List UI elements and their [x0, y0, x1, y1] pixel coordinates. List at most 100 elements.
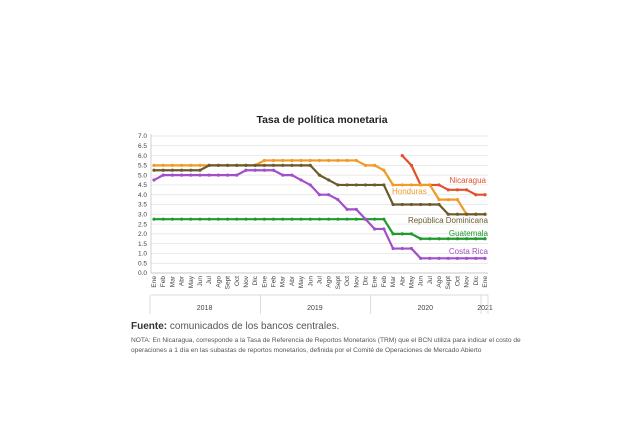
data-point-costa-rica [437, 256, 441, 260]
data-point-costa-rica [308, 183, 312, 187]
series-label-nicaragua: Nicaragua [450, 176, 487, 185]
data-point-costa-rica [382, 227, 386, 231]
data-point-guatemala [290, 217, 294, 221]
data-point-costa-rica [235, 173, 239, 177]
data-point-honduras [354, 158, 358, 163]
data-point-guatemala [474, 237, 478, 241]
series-line-rep-blica-dominicana [154, 164, 485, 216]
data-point-rep-blica-dominicana [465, 212, 469, 216]
x-tick-label: Feb [381, 276, 388, 288]
data-point-costa-rica [179, 173, 184, 177]
data-point-honduras [428, 183, 432, 187]
data-point-rep-blica-dominicana [446, 212, 450, 216]
data-point-costa-rica [363, 217, 368, 221]
x-tick-label: Ene [482, 276, 489, 288]
data-point-honduras [409, 183, 414, 187]
x-tick-label: Jul [206, 275, 213, 284]
data-point-guatemala [253, 217, 257, 221]
data-point-costa-rica [391, 246, 395, 251]
data-point-honduras [382, 168, 386, 172]
data-point-costa-rica [271, 168, 276, 172]
x-tick-label: Ene [372, 276, 379, 288]
data-point-rep-blica-dominicana [253, 163, 257, 167]
data-point-guatemala [400, 232, 404, 236]
data-point-costa-rica [474, 256, 478, 260]
source-label: Fuente: [131, 321, 168, 332]
data-point-guatemala [437, 237, 441, 241]
x-tick-label: Nov [243, 275, 250, 287]
data-point-guatemala [161, 217, 165, 221]
source-text: comunicados de los bancos centrales. [169, 321, 340, 332]
data-point-costa-rica [290, 173, 294, 177]
year-label: 2020 [417, 305, 433, 312]
data-point-rep-blica-dominicana [391, 202, 395, 207]
data-point-guatemala [179, 217, 184, 221]
x-tick-label: Sept [335, 276, 342, 290]
data-point-guatemala [308, 217, 312, 221]
data-point-rep-blica-dominicana [382, 183, 386, 187]
data-point-costa-rica [161, 173, 165, 177]
data-point-rep-blica-dominicana [373, 183, 377, 187]
data-point-rep-blica-dominicana [345, 183, 349, 187]
x-tick-label: Mar [390, 275, 397, 287]
x-tick-label: Mar [280, 275, 287, 287]
data-point-rep-blica-dominicana [474, 212, 478, 216]
x-tick-label: Abr [399, 275, 406, 286]
data-point-honduras [299, 158, 303, 163]
data-point-rep-blica-dominicana [299, 163, 303, 167]
data-point-rep-blica-dominicana [189, 168, 193, 172]
x-tick-label: Ene [261, 276, 268, 288]
year-label: 2021 [477, 305, 493, 312]
data-point-rep-blica-dominicana [271, 163, 276, 167]
x-tick-label: Mar [169, 275, 176, 287]
data-point-guatemala [483, 237, 487, 241]
data-point-guatemala [244, 217, 248, 221]
x-tick-label: Nov [464, 275, 471, 287]
data-point-nicaragua [483, 193, 487, 197]
data-point-honduras [336, 158, 340, 163]
data-point-guatemala [152, 217, 156, 221]
x-tick-label: Jun [307, 276, 314, 287]
data-point-costa-rica [225, 173, 230, 177]
y-tick-label: 5.5 [138, 163, 147, 170]
data-point-nicaragua [437, 183, 441, 187]
series-line-nicaragua [401, 154, 485, 196]
data-point-rep-blica-dominicana [336, 183, 340, 187]
data-point-honduras [446, 198, 450, 202]
x-tick-label: Sept [225, 276, 232, 290]
data-point-honduras [455, 198, 460, 202]
data-point-costa-rica [373, 227, 377, 231]
data-point-honduras [327, 158, 331, 163]
data-point-honduras [308, 158, 312, 163]
y-tick-label: 7.0 [138, 133, 147, 140]
data-point-nicaragua [409, 163, 414, 167]
data-point-guatemala [271, 217, 276, 221]
data-point-rep-blica-dominicana [437, 202, 441, 207]
data-point-rep-blica-dominicana [179, 168, 184, 172]
data-point-costa-rica [317, 193, 322, 197]
data-point-costa-rica [455, 256, 460, 260]
data-point-rep-blica-dominicana [170, 168, 174, 172]
data-point-rep-blica-dominicana [198, 168, 202, 172]
x-tick-label: Dic [362, 275, 369, 285]
data-point-rep-blica-dominicana [161, 168, 165, 172]
data-point-guatemala [225, 217, 230, 221]
data-point-guatemala [354, 217, 358, 221]
data-point-costa-rica [345, 207, 349, 211]
x-axis: Ene Feb Mar Abr May Jun Jul Ago Sept Oct Nov Dic Ene… [149, 272, 493, 314]
data-point-honduras [437, 198, 441, 202]
data-point-costa-rica [189, 173, 193, 177]
data-point-honduras [317, 158, 322, 163]
x-tick-label: Feb [271, 276, 278, 288]
data-point-costa-rica [409, 246, 414, 251]
data-point-guatemala [455, 237, 460, 241]
x-tick-label: Ago [326, 276, 333, 288]
data-point-costa-rica [336, 198, 340, 202]
x-tick-label: Dic [252, 275, 259, 285]
x-tick-label: Oct [454, 276, 461, 286]
data-point-rep-blica-dominicana [308, 163, 312, 167]
data-point-costa-rica [299, 178, 303, 182]
data-point-rep-blica-dominicana [317, 173, 322, 177]
y-tick-label: 3.0 [138, 211, 147, 218]
data-point-costa-rica [216, 173, 220, 177]
